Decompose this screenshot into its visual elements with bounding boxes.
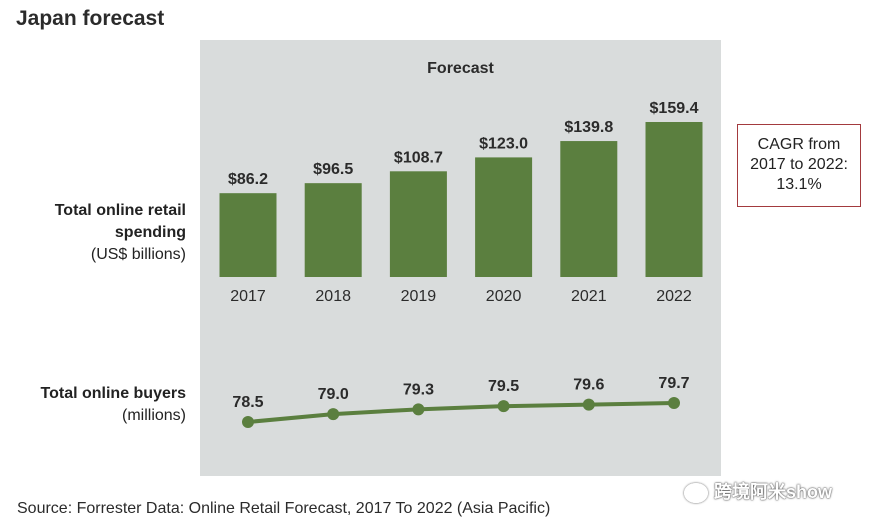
buyers-row-label: Total online buyers (millions) bbox=[6, 383, 187, 427]
buyers-point-2021 bbox=[582, 398, 595, 411]
bar-2022 bbox=[645, 122, 703, 277]
watermark: 跨境阿米show bbox=[684, 478, 832, 504]
bar-2021 bbox=[560, 141, 618, 277]
page-title: Japan forecast bbox=[16, 7, 165, 30]
spending-label-line1: Total online retail bbox=[54, 202, 186, 219]
cagr-line2: 2017 to 2022: bbox=[750, 156, 848, 173]
spending-unit-label: (US$ billions) bbox=[90, 246, 186, 263]
buyers-value-label-2020: 79.5 bbox=[488, 378, 519, 395]
bar-value-label-2022: $159.4 bbox=[650, 100, 699, 117]
bar-2018 bbox=[304, 183, 362, 277]
buyers-point-2020 bbox=[497, 400, 510, 413]
bar-value-label-2020: $123.0 bbox=[479, 135, 528, 152]
bar-2020 bbox=[475, 157, 533, 277]
buyers-value-label-2019: 79.3 bbox=[403, 381, 434, 398]
buyers-series-line bbox=[247, 401, 675, 424]
buyers-value-label-2017: 78.5 bbox=[232, 394, 263, 411]
buyers-point-2017 bbox=[242, 416, 254, 428]
bar-value-label-2021: $139.8 bbox=[564, 119, 613, 136]
source-note: Source: Forrester Data: Online Retail Fo… bbox=[17, 500, 551, 517]
buyers-value-label-2021: 79.6 bbox=[573, 377, 604, 394]
bar-value-label-2018: $96.5 bbox=[313, 161, 353, 178]
spending-row-label: Total online retail spending (US$ billio… bbox=[6, 200, 186, 266]
buyers-point-2019 bbox=[412, 403, 425, 416]
cagr-line3: 13.1% bbox=[776, 176, 822, 193]
bar-value-label-2019: $108.7 bbox=[394, 149, 443, 166]
spending-label-line2: spending bbox=[114, 224, 186, 241]
buyers-point-2022 bbox=[668, 397, 680, 409]
cagr-line1: CAGR from bbox=[757, 136, 841, 153]
bar-2017 bbox=[219, 193, 277, 277]
cagr-callout: CAGR from 2017 to 2022: 13.1% bbox=[737, 124, 861, 207]
x-tick-label-2018: 2018 bbox=[315, 288, 351, 305]
buyers-point-2018 bbox=[327, 408, 340, 421]
forecast-label: Forecast bbox=[427, 60, 494, 77]
x-tick-label-2021: 2021 bbox=[571, 288, 607, 305]
wechat-icon bbox=[684, 483, 708, 504]
buyers-value-label-2018: 79.0 bbox=[318, 386, 349, 403]
x-tick-label-2019: 2019 bbox=[401, 288, 437, 305]
x-tick-label-2020: 2020 bbox=[486, 288, 522, 305]
buyers-value-label-2022: 79.7 bbox=[658, 375, 689, 392]
bar-value-label-2017: $86.2 bbox=[228, 171, 268, 188]
x-tick-label-2017: 2017 bbox=[230, 288, 266, 305]
watermark-text: 跨境阿米show bbox=[714, 482, 833, 502]
bar-2019 bbox=[389, 171, 447, 277]
buyers-unit-label: (millions) bbox=[122, 407, 186, 424]
x-tick-label-2022: 2022 bbox=[656, 288, 692, 305]
buyers-label-line1: Total online buyers bbox=[40, 385, 187, 402]
